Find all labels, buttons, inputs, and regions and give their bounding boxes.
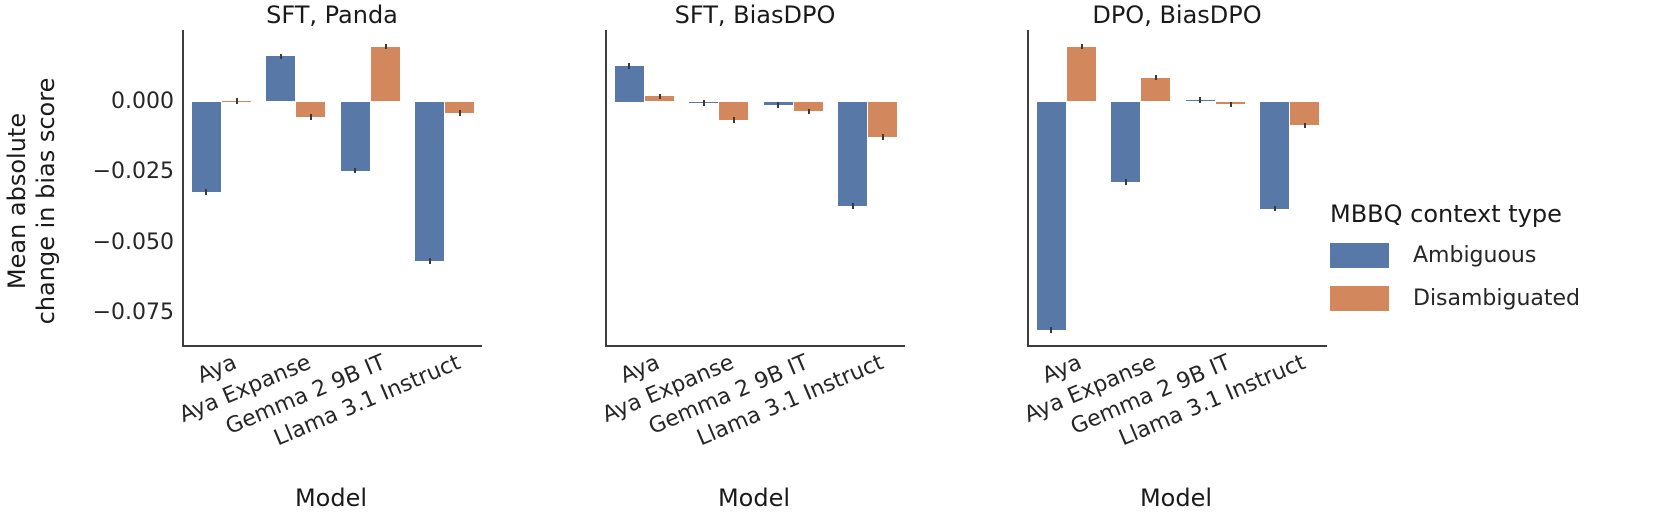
y-tick-label: −0.050 xyxy=(92,229,174,255)
legend-swatch-disambiguated xyxy=(1330,286,1389,311)
error-bar xyxy=(354,167,357,174)
y-axis-label-line1: Mean absolute xyxy=(3,112,31,290)
error-bar xyxy=(1304,122,1307,129)
subplot-sft-biasdpo: SFT, BiasDPO Model Aya Aya Expanse Gemma 2… xyxy=(599,0,905,522)
subplot-title: SFT, Panda xyxy=(266,1,398,29)
bar-ambiguous-aya-expanse xyxy=(266,56,296,102)
bar-disambiguated-gemma-2-9b-it xyxy=(370,46,400,102)
legend-label: Disambiguated xyxy=(1413,286,1581,311)
error-bar xyxy=(1229,101,1232,108)
legend-title: MBBQ context type xyxy=(1330,200,1562,228)
error-bar xyxy=(882,133,885,140)
plot-area xyxy=(605,30,905,347)
bar-ambiguous-llama-3-1-instruct xyxy=(415,101,445,261)
x-axis-label: Model xyxy=(717,484,791,512)
subplot-title: SFT, BiasDPO xyxy=(674,1,836,29)
y-axis-label: Mean absolute change in bias score xyxy=(3,16,63,386)
x-axis-label: Model xyxy=(294,484,368,512)
bar-ambiguous-aya xyxy=(614,66,644,102)
y-axis-label-line2: change in bias score xyxy=(32,77,60,325)
bar-disambiguated-llama-3-1-instruct xyxy=(868,101,898,137)
bar-disambiguated-llama-3-1-instruct xyxy=(445,101,475,113)
legend-label: Ambiguous xyxy=(1413,243,1537,268)
error-bar xyxy=(459,109,462,116)
legend-item-ambiguous: Ambiguous xyxy=(1330,243,1580,268)
bar-disambiguated-aya-expanse xyxy=(1141,77,1171,102)
bar-disambiguated-gemma-2-9b-it xyxy=(793,101,823,112)
bar-disambiguated-aya-expanse xyxy=(719,101,749,120)
error-bar xyxy=(205,188,208,195)
y-tick-label: 0.000 xyxy=(111,88,174,114)
error-bar xyxy=(807,108,810,115)
error-bar xyxy=(1124,179,1127,185)
plot-area xyxy=(182,30,482,347)
bar-ambiguous-gemma-2-9b-it xyxy=(340,101,370,171)
error-bar xyxy=(1080,43,1083,50)
legend-swatch-ambiguous xyxy=(1330,243,1389,268)
bar-ambiguous-llama-3-1-instruct xyxy=(1260,101,1290,209)
error-bar xyxy=(428,258,431,264)
plot-area xyxy=(1027,30,1327,347)
error-bar xyxy=(235,98,238,104)
legend-item-disambiguated: Disambiguated xyxy=(1330,286,1580,311)
subplot-title: DPO, BiasDPO xyxy=(1092,1,1262,29)
bar-ambiguous-aya xyxy=(191,101,221,192)
error-bar xyxy=(658,93,661,100)
subplot-sft-panda: SFT, Panda Model Aya Aya Expanse Gemma 2 9… xyxy=(93,0,482,522)
error-bar xyxy=(1155,74,1158,81)
bar-disambiguated-aya-expanse xyxy=(296,101,326,117)
x-axis-label: Model xyxy=(1139,484,1213,512)
bar-disambiguated-llama-3-1-instruct xyxy=(1290,101,1320,126)
bar-ambiguous-llama-3-1-instruct xyxy=(838,101,868,206)
error-bar xyxy=(851,203,854,209)
error-bar xyxy=(733,117,736,123)
subplot-dpo-biasdpo: DPO, BiasDPO Model Aya Aya Expanse Gemma 2… xyxy=(1021,0,1327,522)
error-bar xyxy=(1273,205,1276,212)
error-bar xyxy=(702,100,705,106)
error-bar xyxy=(1050,327,1053,333)
error-bar xyxy=(1199,97,1202,103)
error-bar xyxy=(310,114,313,120)
y-tick-label: −0.025 xyxy=(92,159,174,184)
error-bar xyxy=(279,53,282,60)
y-tick-label: −0.075 xyxy=(92,300,174,325)
error-bar xyxy=(628,63,631,70)
bar-disambiguated-aya xyxy=(1066,46,1096,102)
legend: MBBQ context type Ambiguous Disambiguate… xyxy=(1330,199,1580,329)
error-bar xyxy=(384,43,387,50)
error-bar xyxy=(777,102,780,108)
bar-ambiguous-aya xyxy=(1036,101,1066,330)
bar-ambiguous-aya-expanse xyxy=(1111,101,1141,182)
